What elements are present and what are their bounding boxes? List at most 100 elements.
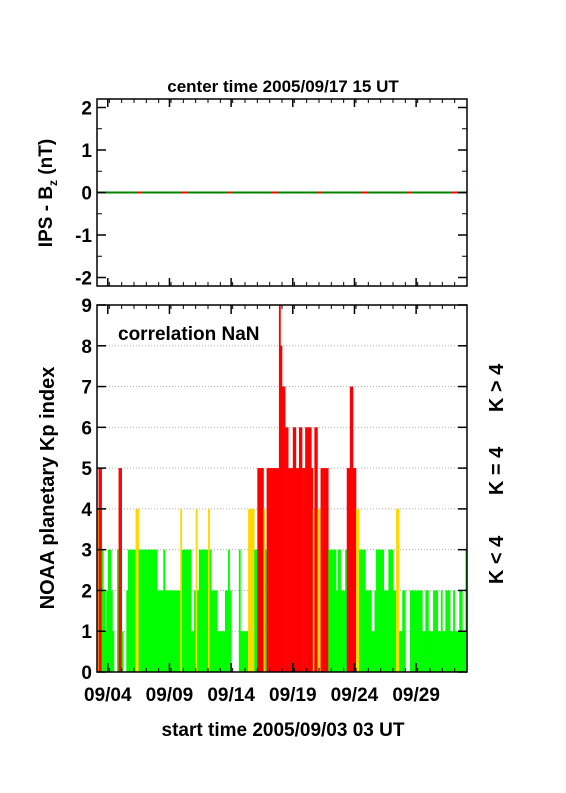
kp-bar [400, 631, 403, 672]
kp-bar [208, 508, 210, 672]
kp-bar [419, 590, 422, 672]
kp-bar [200, 549, 203, 672]
kp-bar [368, 590, 371, 672]
bz-axis-label: IPS - Bz (nT) [36, 139, 60, 247]
kp-bar [283, 386, 286, 672]
kp-bar [345, 549, 348, 672]
kp-bar [251, 508, 254, 672]
kp-bar [140, 549, 143, 672]
kp-bar [204, 549, 207, 672]
kp-bar [144, 549, 147, 672]
kp-bar [372, 631, 375, 672]
kp-bar [437, 631, 440, 672]
kp-bar [308, 427, 311, 672]
kp-bar [443, 631, 446, 672]
kp-bar [137, 508, 139, 672]
kp-bar [260, 468, 263, 672]
kp-bar [186, 549, 189, 672]
kp-bar [436, 590, 439, 672]
kp-bar [328, 549, 331, 672]
kp-bar [183, 549, 186, 672]
kp-bar [434, 590, 437, 672]
kp-x-tick-label: 09/19 [269, 685, 317, 706]
kp-bar [254, 549, 257, 672]
kp-panel: 0 1 2 3 4 5 6 7 8 9 09/04 09/09 09/14 09/19 09/24 09/29 [81, 296, 468, 706]
kp-bar [363, 549, 366, 672]
kp-bar [274, 468, 277, 672]
kp-bar [428, 631, 431, 672]
kp-bar [317, 508, 320, 672]
kp-bar [266, 468, 269, 672]
kp-bar [214, 590, 217, 672]
kp-bar [104, 631, 107, 672]
kp-bar [249, 508, 252, 672]
kp-bar [356, 508, 358, 672]
kp-bar [325, 468, 328, 672]
kp-bar [282, 386, 284, 672]
kp-bar [209, 549, 212, 672]
kp-bar [339, 549, 341, 672]
kp-bar [386, 590, 389, 672]
kp-bar [297, 468, 300, 672]
kp-bar [155, 549, 158, 672]
kp-bar [319, 508, 321, 672]
kp-bar [285, 427, 287, 672]
kp-bar [446, 590, 449, 672]
kp-bar [425, 590, 428, 672]
kp-bar [149, 549, 152, 672]
bz-y-tick-label: 0 [81, 184, 92, 205]
kp-bar [312, 508, 315, 672]
legend-k-greater-4: K > 4 [486, 363, 508, 412]
bz-y-tick-label: 2 [81, 99, 92, 120]
kp-bar [453, 590, 455, 672]
kp-bar [439, 631, 442, 672]
kp-bar [300, 427, 303, 672]
kp-bar [269, 468, 272, 672]
kp-bar [366, 590, 369, 672]
kp-bar [180, 508, 183, 672]
kp-bar [110, 590, 113, 672]
kp-bar [397, 508, 400, 672]
kp-bar [302, 468, 304, 672]
kp-bar [430, 631, 432, 672]
kp-bar [217, 631, 220, 672]
kp-bar [169, 590, 172, 672]
kp-bar [255, 549, 258, 672]
kp-bar [158, 590, 161, 672]
x-axis-label: start time 2005/09/03 03 UT [162, 720, 405, 741]
kp-bar [120, 468, 122, 672]
kp-y-tick-label: 0 [81, 663, 92, 684]
kp-bar [457, 631, 460, 672]
kp-bar [245, 631, 247, 672]
kp-bar [377, 549, 380, 672]
kp-y-tick-label: 3 [81, 541, 92, 562]
kp-bar [161, 590, 164, 672]
kp-bar [416, 590, 418, 672]
kp-bar [121, 631, 124, 672]
kp-bar [295, 468, 298, 672]
kp-bar [175, 590, 178, 672]
kp-bar [271, 468, 274, 672]
kp-bar [389, 549, 392, 672]
kp-bar [414, 590, 417, 672]
kp-bar [403, 590, 406, 672]
bz-panel: 2 1 0 -1 -2 [75, 98, 468, 290]
kp-x-tick-label: 09/24 [331, 685, 379, 706]
kp-bar [248, 508, 250, 672]
kp-x-tick-label: 09/29 [392, 685, 440, 706]
kp-bar [322, 468, 324, 672]
kp-bar [184, 549, 187, 672]
kp-bar [226, 590, 229, 672]
kp-bar [206, 549, 209, 672]
kp-bar [98, 468, 101, 672]
kp-bar [311, 468, 314, 672]
kp-bar [334, 549, 337, 672]
kp-bar [164, 590, 167, 672]
kp-bar [280, 345, 283, 672]
kp-bar [101, 549, 104, 672]
kp-y-tick-label: 9 [81, 296, 92, 317]
kp-bar [385, 590, 388, 672]
kp-bar [450, 631, 452, 672]
kp-axis-label: NOAA planetary Kp index [37, 367, 59, 610]
kp-bar [275, 468, 278, 672]
